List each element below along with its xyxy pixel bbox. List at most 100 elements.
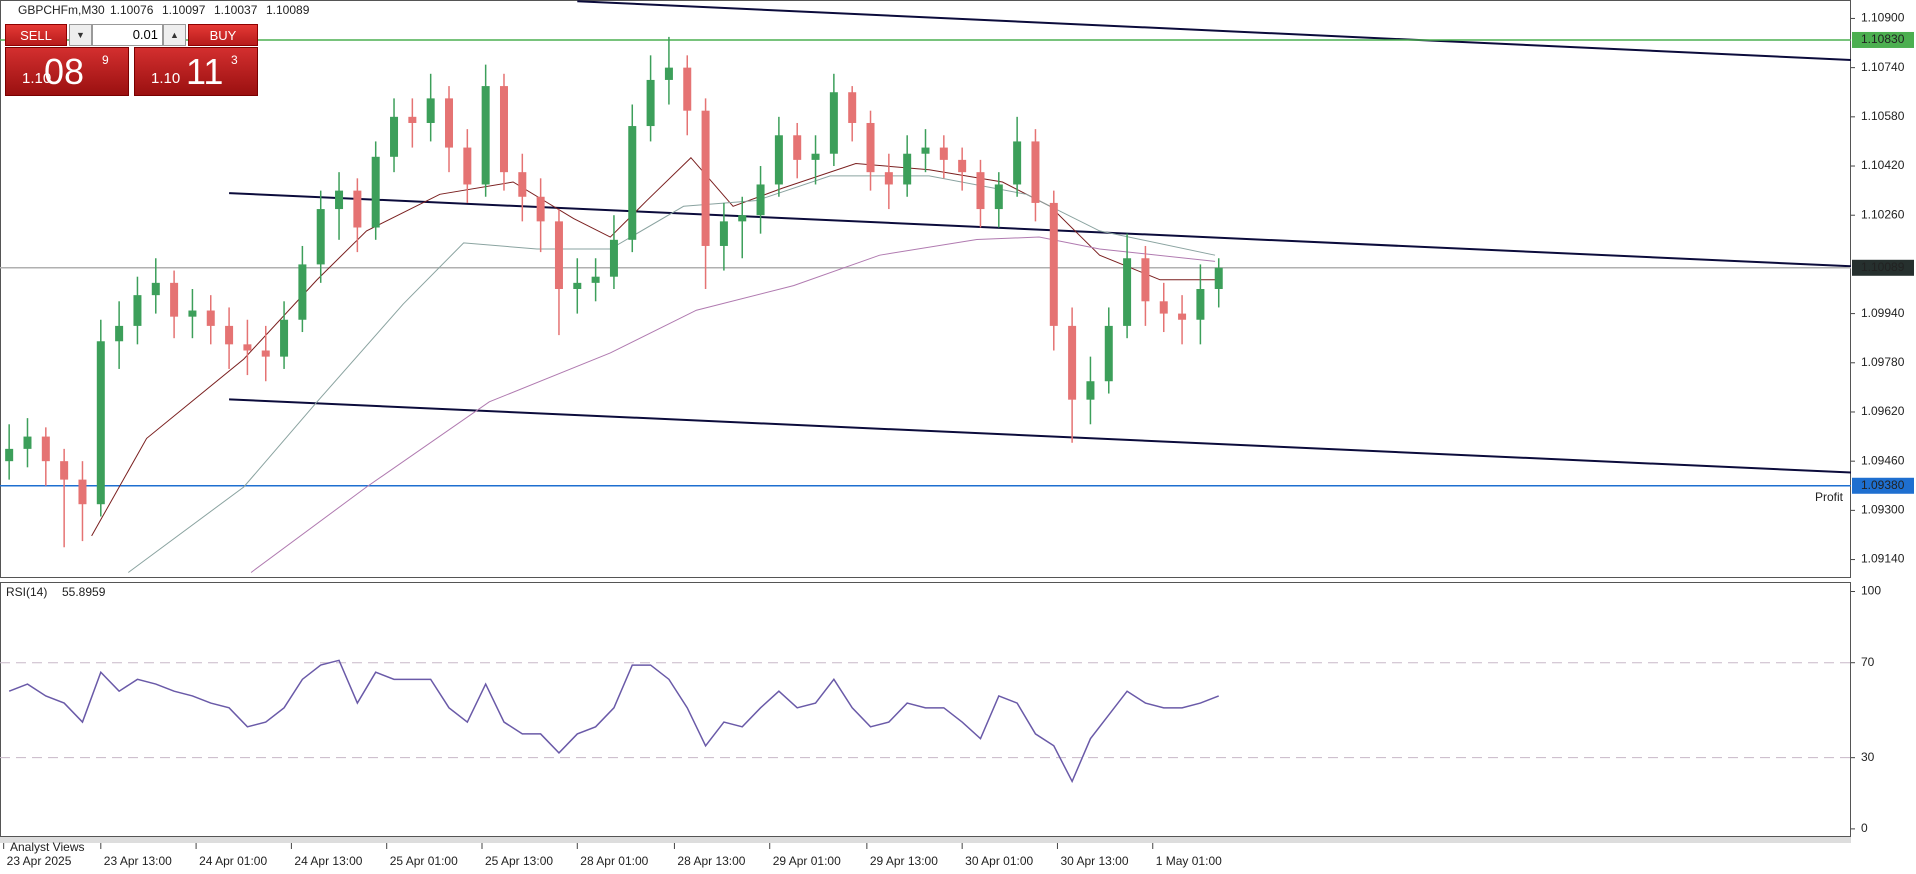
y-tick-label: 0 [1861, 821, 1868, 835]
y-tick-label: 1.09620 [1861, 404, 1905, 418]
x-tick-label: 30 Apr 01:00 [965, 854, 1033, 868]
quote-close: 1.10089 [266, 3, 310, 17]
y-tick-label: 1.09140 [1861, 552, 1905, 566]
price-tag-label: 1.10830 [1861, 32, 1905, 46]
candle-body [976, 172, 985, 210]
price-tag-label: 1.10089 [1861, 260, 1905, 274]
x-tick-label: 25 Apr 01:00 [390, 854, 458, 868]
candle-body [499, 86, 508, 173]
volume-down[interactable]: ▼ [69, 24, 92, 46]
y-tick-label: 1.09300 [1861, 503, 1905, 517]
candle-body [774, 135, 783, 185]
candle-body [554, 221, 563, 289]
buy-button[interactable]: BUY [188, 24, 258, 46]
candle-body [609, 239, 618, 277]
candle-body [1141, 258, 1150, 302]
ask-big: 1.10 [151, 70, 181, 87]
candle-body [41, 436, 50, 462]
candle-body [261, 350, 270, 357]
y-tick-label: 1.09940 [1861, 306, 1905, 320]
y-tick-label: 100 [1861, 584, 1881, 598]
volume-input[interactable]: 0.01 [92, 24, 163, 46]
candle-body [664, 67, 673, 80]
x-tick-label: 29 Apr 13:00 [870, 854, 938, 868]
candle-body [445, 98, 454, 148]
candle-body [481, 86, 490, 185]
quote-open: 1.10076 [110, 3, 154, 17]
main-pane [0, 0, 1851, 578]
candle-body [1104, 325, 1113, 382]
candle-body [903, 153, 912, 185]
candle-body [1049, 202, 1058, 326]
candle-body [701, 110, 710, 246]
candle-body [719, 221, 728, 246]
y-tick-label: 1.10420 [1861, 158, 1905, 172]
bid-point: 9 [102, 53, 109, 67]
rsi-pane [0, 582, 1851, 837]
candle-body [866, 122, 875, 173]
y-tick-label: 1.10740 [1861, 60, 1905, 74]
candle-body [1013, 141, 1022, 185]
symbol-title: GBPCHFm,M30 [18, 3, 105, 17]
scroll-bar [0, 837, 1851, 843]
candle-body [939, 147, 948, 160]
x-tick-label: 28 Apr 13:00 [677, 854, 745, 868]
candle-body [316, 209, 325, 265]
candle-body [96, 341, 105, 505]
x-tick-label: 23 Apr 2025 [7, 854, 72, 868]
candle-body [225, 325, 234, 345]
rsi-line [8, 659, 1219, 784]
candle-body [518, 172, 527, 197]
candle-body [170, 282, 179, 317]
price-tag [1852, 477, 1914, 494]
x-tick-label: 24 Apr 13:00 [294, 854, 362, 868]
ask-point: 3 [231, 53, 238, 67]
candle-body [1178, 313, 1187, 320]
candle-body [1068, 325, 1077, 400]
ask-quote[interactable]: 1.10 11 3 [134, 47, 258, 96]
candle-body [683, 67, 692, 111]
price-tag [1852, 31, 1914, 48]
x-tick-label: 23 Apr 13:00 [104, 854, 172, 868]
candle-body [738, 215, 747, 222]
candle-body [994, 184, 1003, 210]
candle-body [371, 156, 380, 228]
y-tick-label: 1.10900 [1861, 11, 1905, 25]
quote-high: 1.10097 [162, 3, 206, 17]
candle-body [78, 479, 87, 505]
candle-body [5, 448, 14, 462]
level-note: Profit [1815, 490, 1844, 504]
x-tick-label: 30 Apr 13:00 [1060, 854, 1128, 868]
x-tick-label: 29 Apr 01:00 [773, 854, 841, 868]
x-tick-label: 1 May 01:00 [1156, 854, 1222, 868]
trend-line [229, 192, 1852, 268]
candle-body [243, 344, 252, 351]
bid-quote[interactable]: 1.10 08 9 [5, 47, 129, 96]
candle-body [188, 310, 197, 317]
footer-tab[interactable]: Analyst Views [10, 840, 84, 854]
candle-body [408, 116, 417, 123]
candle-body [793, 135, 802, 160]
candle-body [1159, 301, 1168, 314]
bid-big: 1.10 [22, 70, 52, 87]
sell-button[interactable]: SELL [5, 24, 67, 46]
candle-body [958, 159, 967, 173]
candle-body [1086, 381, 1095, 400]
candle-body [463, 147, 472, 185]
candle-body [811, 153, 820, 160]
candle-body [390, 116, 399, 157]
candle-body [133, 295, 142, 326]
candle-body [921, 147, 930, 154]
x-tick-label: 25 Apr 13:00 [485, 854, 553, 868]
x-tick-label: 24 Apr 01:00 [199, 854, 267, 868]
candle-body [280, 319, 289, 357]
candle-body [298, 264, 307, 320]
bid-pips: 08 [44, 51, 85, 92]
volume-up[interactable]: ▲ [163, 24, 186, 46]
ask-pips: 11 [186, 51, 224, 92]
price-tag [1852, 259, 1914, 276]
candle-body [353, 190, 362, 228]
candle-body [1031, 141, 1040, 203]
